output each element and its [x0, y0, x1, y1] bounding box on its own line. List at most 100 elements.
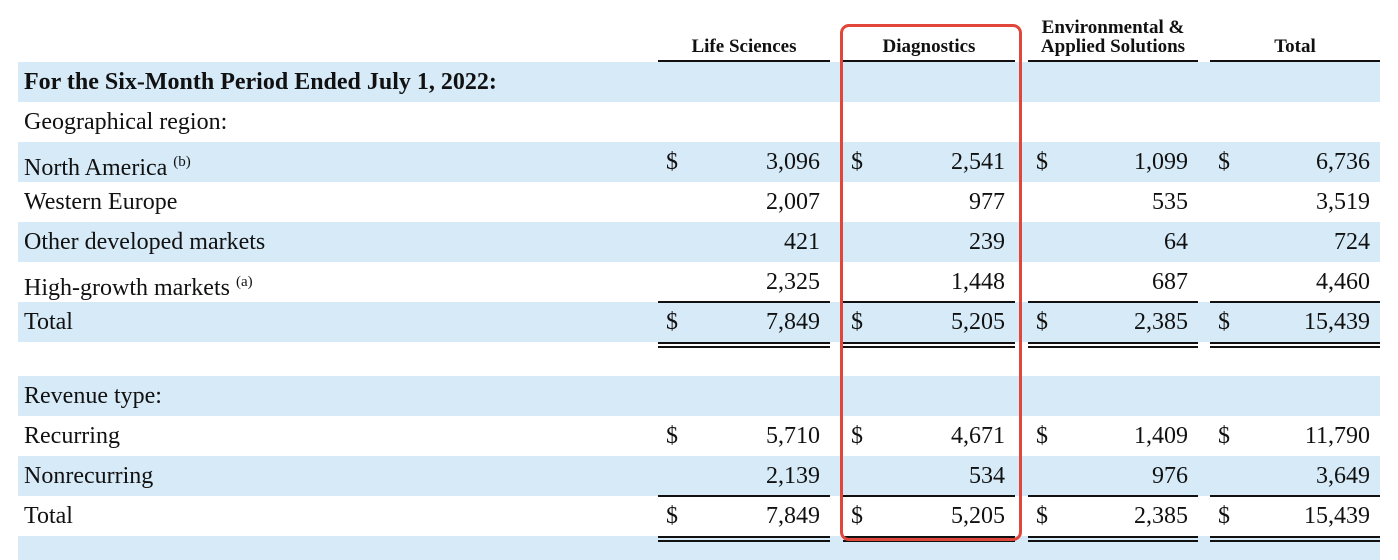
- header-rule: [658, 60, 830, 62]
- row-label: Other developed markets: [24, 229, 266, 255]
- double-rule: [843, 346, 1015, 348]
- column-header: Environmental & Applied Solutions: [1040, 17, 1186, 57]
- double-rule: [658, 342, 830, 344]
- currency-symbol: $: [1218, 149, 1230, 175]
- double-rule: [658, 346, 830, 348]
- header-rule: [1028, 60, 1198, 62]
- double-rule: [1028, 346, 1198, 348]
- cell-value: 5,205: [951, 309, 1005, 335]
- row-label: High-growth markets (a): [24, 274, 253, 301]
- total-rule: [658, 301, 830, 303]
- currency-symbol: $: [666, 149, 678, 175]
- cell-value: 2,139: [766, 463, 820, 489]
- section-subtitle: Revenue type:: [24, 383, 162, 409]
- currency-symbol: $: [851, 309, 863, 335]
- total-rule: [1028, 495, 1198, 497]
- total-rule: [1210, 495, 1380, 497]
- currency-symbol: $: [1036, 423, 1048, 449]
- double-rule: [1210, 342, 1380, 344]
- currency-symbol: $: [851, 503, 863, 529]
- cell-value: 534: [969, 463, 1005, 489]
- currency-symbol: $: [666, 503, 678, 529]
- cell-value: 976: [1152, 463, 1188, 489]
- row-band: [18, 142, 1380, 182]
- currency-symbol: $: [851, 423, 863, 449]
- cell-value: 1,448: [951, 269, 1005, 295]
- cell-value: 2,385: [1134, 503, 1188, 529]
- cell-value: 2,385: [1134, 309, 1188, 335]
- currency-symbol: $: [666, 309, 678, 335]
- row-label: Western Europe: [24, 189, 178, 215]
- section-title: For the Six-Month Period Ended July 1, 2…: [24, 69, 497, 95]
- cell-value: 5,710: [766, 423, 820, 449]
- cell-value: 239: [969, 229, 1005, 255]
- currency-symbol: $: [1036, 149, 1048, 175]
- column-header: Total: [1274, 36, 1316, 57]
- currency-symbol: $: [1218, 423, 1230, 449]
- row-band: [18, 302, 1380, 342]
- cell-value: 2,541: [951, 149, 1005, 175]
- total-rule: [843, 301, 1015, 303]
- cell-value: 535: [1152, 189, 1188, 215]
- row-label: Nonrecurring: [24, 463, 154, 489]
- cell-value: 15,439: [1304, 503, 1370, 529]
- currency-symbol: $: [1218, 309, 1230, 335]
- section-subtitle: Geographical region:: [24, 109, 228, 135]
- double-rule: [658, 540, 830, 542]
- currency-symbol: $: [666, 423, 678, 449]
- cell-value: 724: [1334, 229, 1370, 255]
- cell-value: 6,736: [1316, 149, 1370, 175]
- column-header: Diagnostics: [882, 36, 976, 57]
- double-rule: [843, 342, 1015, 344]
- cell-value: 2,325: [766, 269, 820, 295]
- row-band: [18, 222, 1380, 262]
- cell-value: 1,409: [1134, 423, 1188, 449]
- cell-value: 3,096: [766, 149, 820, 175]
- cell-value: 977: [969, 189, 1005, 215]
- row-label: Total: [24, 309, 73, 335]
- currency-symbol: $: [1036, 309, 1048, 335]
- cell-value: 15,439: [1304, 309, 1370, 335]
- column-header: Life Sciences: [691, 36, 797, 57]
- currency-symbol: $: [851, 149, 863, 175]
- cell-value: 2,007: [766, 189, 820, 215]
- cell-value: 687: [1152, 269, 1188, 295]
- header-rule: [1210, 60, 1380, 62]
- cell-value: 1,099: [1134, 149, 1188, 175]
- footnote-marker: (b): [173, 154, 191, 170]
- cell-value: 4,460: [1316, 269, 1370, 295]
- cell-value: 421: [784, 229, 820, 255]
- double-rule: [1028, 540, 1198, 542]
- cell-value: 64: [1164, 229, 1188, 255]
- cell-value: 3,519: [1316, 189, 1370, 215]
- currency-symbol: $: [1036, 503, 1048, 529]
- cell-value: 7,849: [766, 503, 820, 529]
- double-rule: [1028, 536, 1198, 538]
- cell-value: 7,849: [766, 309, 820, 335]
- header-rule: [843, 60, 1015, 62]
- double-rule: [843, 536, 1015, 538]
- cell-value: 3,649: [1316, 463, 1370, 489]
- total-rule: [1028, 301, 1198, 303]
- double-rule: [658, 536, 830, 538]
- total-rule: [658, 495, 830, 497]
- total-rule: [843, 495, 1015, 497]
- row-label: Total: [24, 503, 73, 529]
- footnote-marker: (a): [235, 274, 253, 290]
- double-rule: [1028, 342, 1198, 344]
- currency-symbol: $: [1218, 503, 1230, 529]
- row-band: [18, 456, 1380, 496]
- cell-value: 5,205: [951, 503, 1005, 529]
- row-label: Recurring: [24, 423, 120, 449]
- row-label: North America (b): [24, 154, 191, 181]
- row-band: [18, 62, 1380, 102]
- double-rule: [1210, 346, 1380, 348]
- row-band: [18, 376, 1380, 416]
- cell-value: 11,790: [1304, 423, 1370, 449]
- cell-value: 4,671: [951, 423, 1005, 449]
- double-rule: [1210, 536, 1380, 538]
- highlight-frame: [840, 24, 1022, 541]
- total-rule: [1210, 301, 1380, 303]
- double-rule: [1210, 540, 1380, 542]
